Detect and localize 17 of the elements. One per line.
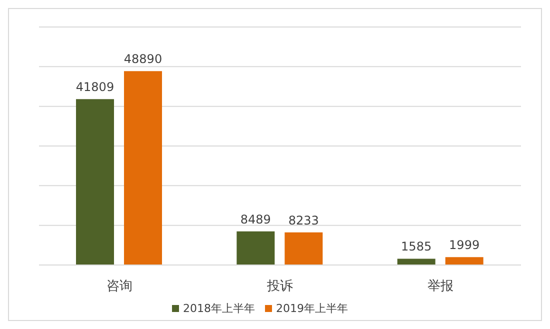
bar bbox=[445, 257, 484, 265]
bar bbox=[284, 232, 323, 265]
legend-label: 2018年上半年 bbox=[183, 302, 255, 315]
x-tick-label: 举报 bbox=[428, 279, 454, 294]
x-tick-label: 投诉 bbox=[266, 279, 293, 294]
data-label: 8489 bbox=[240, 212, 271, 226]
legend-label: 2019年上半年 bbox=[276, 302, 348, 315]
data-label: 1585 bbox=[401, 240, 432, 254]
bar bbox=[397, 258, 436, 265]
bar bbox=[236, 231, 275, 265]
data-label: 48890 bbox=[124, 52, 162, 66]
x-tick-label: 咨询 bbox=[106, 279, 132, 294]
bar bbox=[124, 71, 162, 265]
data-label: 1999 bbox=[449, 238, 480, 252]
bar bbox=[76, 99, 114, 265]
data-label: 41809 bbox=[76, 80, 114, 94]
data-label: 8233 bbox=[288, 213, 319, 228]
